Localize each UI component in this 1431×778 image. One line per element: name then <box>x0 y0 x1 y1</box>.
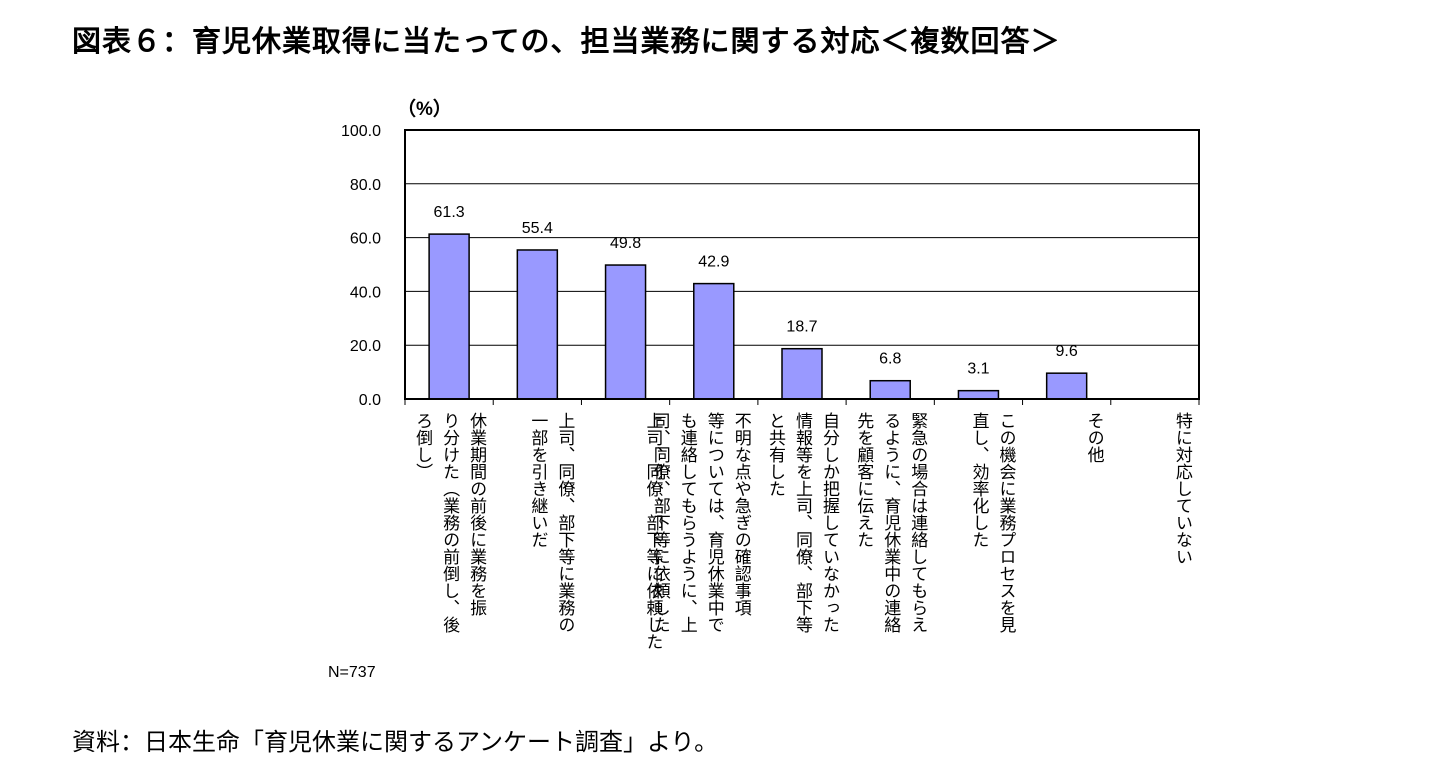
plot-frame <box>404 129 1200 400</box>
category-label: 一部を引き継いだ <box>527 412 548 548</box>
y-tick-label: 100.0 <box>341 123 381 140</box>
y-tick-label: 0.0 <box>359 392 381 409</box>
data-label: 6.8 <box>879 351 901 368</box>
category-label: るように、育児休業中の連絡 <box>880 412 901 633</box>
category-label: 上司、同僚、部下等に業務の <box>554 412 575 633</box>
y-axis-tick-labels: 0.0 20.0 40.0 60.0 80.0 100.0 <box>341 123 381 409</box>
data-label: 55.4 <box>522 220 553 237</box>
bar <box>781 347 823 400</box>
y-tick-label: 60.0 <box>350 231 381 248</box>
category-label: 特に対応していない <box>1172 412 1193 565</box>
category-label: 上司、同僚、部下等に依頼した <box>643 412 664 650</box>
y-tick-label: 80.0 <box>350 177 381 194</box>
data-label: 3.1 <box>967 361 989 378</box>
category-label: と共有した <box>765 412 786 497</box>
data-label: 42.9 <box>698 254 729 271</box>
source-note: 資料：日本生命「育児休業に関するアンケート調査」より。 <box>72 728 719 756</box>
bar <box>516 249 559 400</box>
sample-size-label: N=737 <box>328 664 376 681</box>
data-labels: 61.3 55.4 49.8 42.9 18.7 6.8 3.1 9.6 <box>434 204 1078 378</box>
category-label: 司、同僚、部下等に依頼した <box>650 412 671 633</box>
category-label: ろ倒し） <box>412 412 433 480</box>
category-label: 先を顧客に伝えた <box>853 412 874 548</box>
category-label: この機会に業務プロセスを見 <box>995 412 1016 633</box>
bars <box>428 233 1088 400</box>
bar <box>869 379 911 400</box>
data-label: 49.8 <box>610 235 641 252</box>
data-label: 9.6 <box>1056 343 1078 360</box>
bar <box>1045 372 1088 400</box>
category-label: も連絡してもらうように、上 <box>677 412 698 633</box>
bar <box>428 233 470 400</box>
category-label: 不明な点や急ぎの確認事項 <box>731 412 752 616</box>
bar <box>957 389 1000 400</box>
category-label: 休業期間の前後に業務を振 <box>466 412 487 617</box>
category-label: り分けた（業務の前倒し、後 <box>439 412 460 633</box>
category-label: 情報等を上司、同僚、部下等 <box>792 412 813 633</box>
y-tick-label: 40.0 <box>350 284 381 301</box>
bar <box>693 282 735 400</box>
y-tick-label: 20.0 <box>350 338 381 355</box>
category-label: その他 <box>1084 412 1105 463</box>
category-label: 自分しか把握していなかった <box>819 412 840 633</box>
data-label: 61.3 <box>434 204 465 221</box>
category-label: 直し、効率化した <box>968 412 989 548</box>
category-label: 等については、育児休業中で <box>704 412 725 633</box>
category-label: 緊急の場合は連絡してもらえ <box>907 412 928 633</box>
bar <box>604 264 647 400</box>
bar-chart: 0.0 20.0 40.0 60.0 80.0 100.0 61.3 55.4 49.8 42.… <box>328 97 1200 681</box>
data-label: 18.7 <box>786 319 817 336</box>
y-axis-unit-label: （%） <box>397 97 452 120</box>
page-title: 図表６：育児休業取得に当たっての、担当業務に関する対応＜複数回答＞ <box>72 24 1061 58</box>
